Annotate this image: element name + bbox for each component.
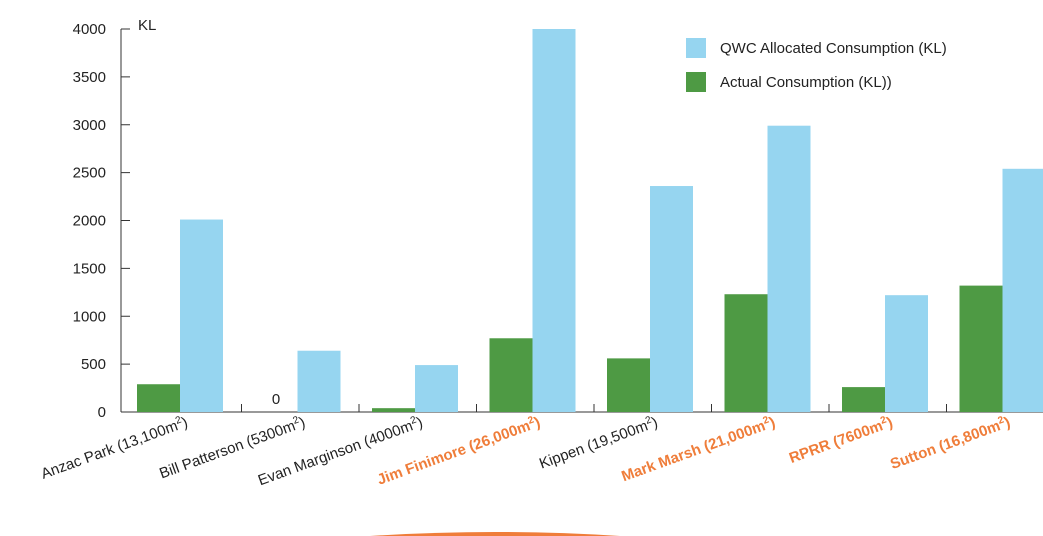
y-tick-label: 2500	[73, 165, 106, 182]
legend-label: Actual Consumption (KL))	[720, 74, 892, 91]
bar-actual	[137, 384, 180, 412]
legend-swatch	[686, 72, 706, 92]
data-label-zero: 0	[272, 391, 280, 408]
bar-allocated	[180, 219, 223, 412]
legend-label: QWC Allocated Consumption (KL)	[720, 40, 947, 57]
bar-actual	[959, 285, 1003, 412]
y-tick-label: 3500	[73, 69, 106, 86]
y-tick-label: 3000	[73, 117, 106, 134]
x-category-label: RPRR (7600m2)	[787, 413, 896, 467]
axes: 0 500 1000 1500 2000 2500 3000 3500 4000	[73, 21, 1043, 421]
y-tick-label: 1500	[73, 260, 106, 277]
bar-actual	[724, 294, 768, 412]
bars-group	[137, 29, 1043, 413]
decorative-underline	[370, 532, 620, 536]
y-tick-label: 4000	[73, 21, 106, 38]
bar-allocated	[297, 350, 341, 412]
x-category-label: Sutton (16,800m2)	[888, 413, 1013, 473]
bar-allocated	[415, 365, 458, 412]
y-tick-label: 0	[98, 404, 106, 421]
bar-allocated	[650, 186, 693, 412]
bar-actual	[372, 408, 415, 412]
bar-actual	[842, 387, 885, 412]
y-tick-label: 2000	[73, 213, 106, 230]
bar-actual	[607, 358, 650, 412]
bar-actual	[489, 338, 533, 412]
y-tick-label: 500	[81, 356, 106, 373]
legend-swatch	[686, 38, 706, 58]
y-tick-label: 1000	[73, 308, 106, 325]
bar-allocated	[767, 125, 811, 413]
legend: QWC Allocated Consumption (KL) Actual Con…	[370, 38, 947, 536]
bar-allocated	[1002, 168, 1043, 412]
y-axis-label: KL	[138, 17, 156, 34]
bar-allocated	[885, 295, 928, 412]
bar-allocated	[532, 29, 576, 412]
